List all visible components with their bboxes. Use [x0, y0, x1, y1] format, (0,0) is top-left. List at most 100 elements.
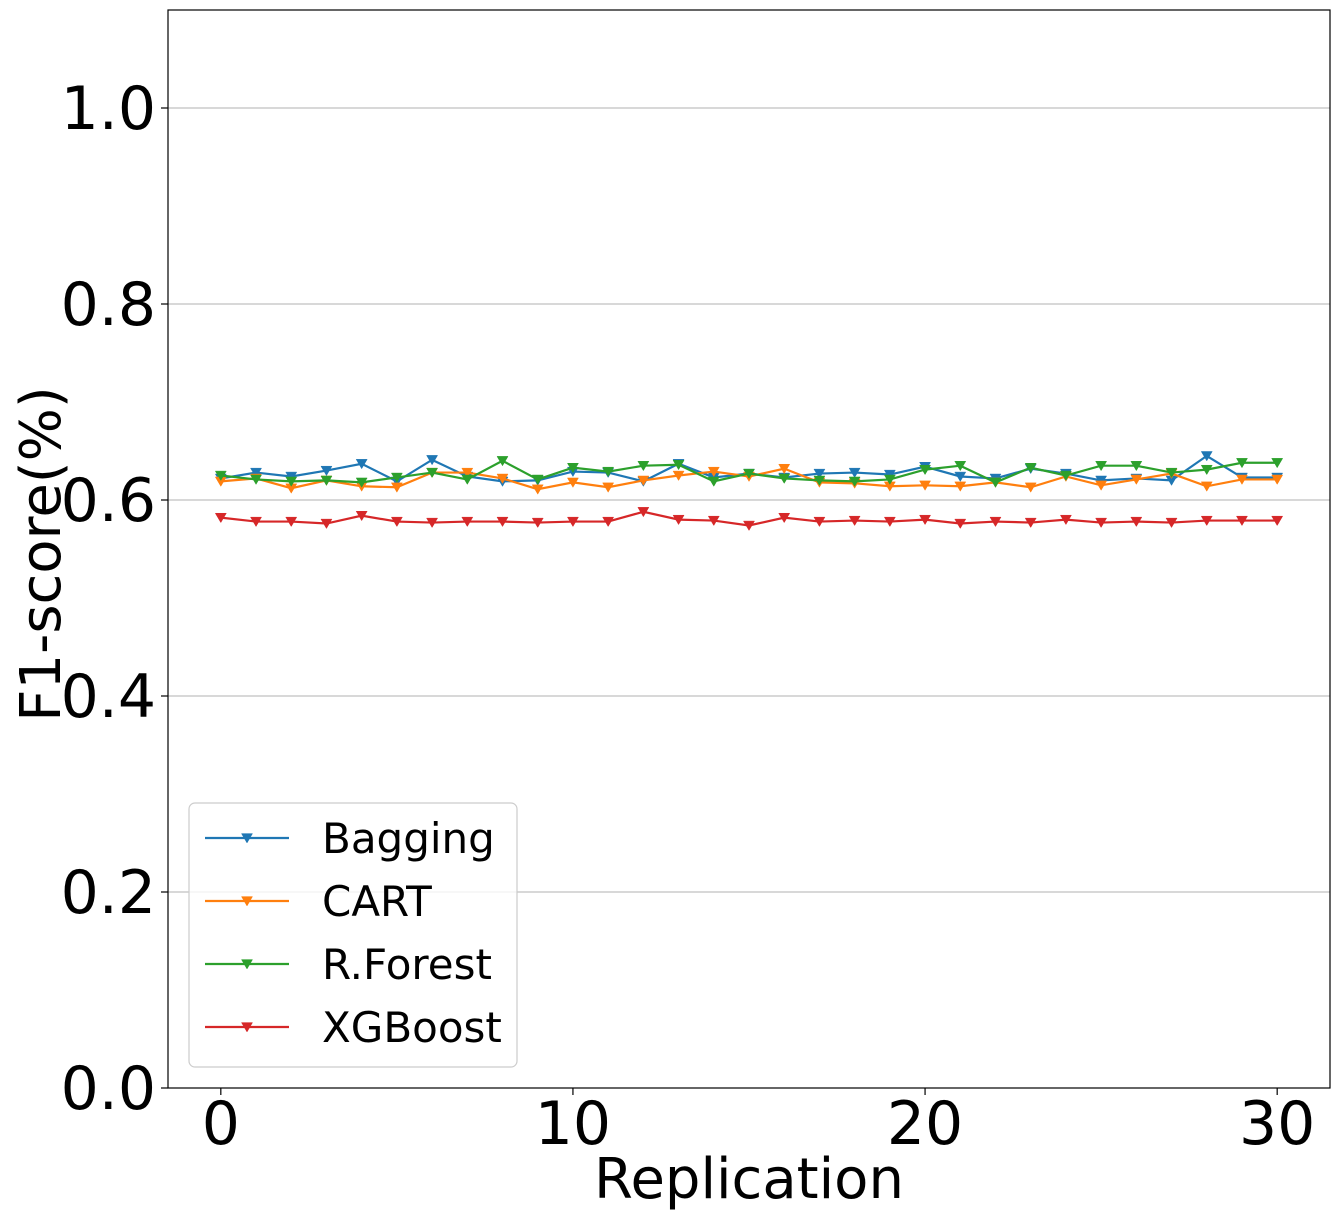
- legend-item-bagging: Bagging: [205, 814, 495, 863]
- x-tick-label: 30: [1239, 1089, 1315, 1159]
- data-point-r-forest: [672, 460, 685, 471]
- legend-label: Bagging: [322, 814, 495, 863]
- data-point-r-forest: [1165, 467, 1178, 479]
- data-point-xgboost: [250, 516, 262, 528]
- data-point-r-forest: [250, 474, 262, 485]
- data-point-cart: [567, 477, 579, 488]
- data-point-r-forest: [1130, 461, 1143, 472]
- data-point-xgboost: [1200, 515, 1213, 527]
- data-point-xgboost: [848, 515, 861, 527]
- data-point-cart: [496, 473, 509, 484]
- data-point-xgboost: [989, 516, 1002, 528]
- data-point-r-forest: [848, 476, 861, 487]
- data-point-cart: [1236, 474, 1248, 485]
- data-point-xgboost: [496, 516, 509, 528]
- y-tick-label: 1.0: [61, 74, 156, 144]
- data-point-r-forest: [1095, 461, 1108, 472]
- legend-item-r-forest: R.Forest: [205, 940, 492, 989]
- data-point-cart: [919, 480, 931, 491]
- data-point-r-forest: [496, 456, 509, 467]
- data-point-cart: [707, 466, 720, 478]
- legend-marker: [241, 1022, 253, 1033]
- data-point-r-forest: [567, 463, 579, 474]
- x-axis-label: Replication: [594, 1147, 904, 1212]
- data-point-r-forest: [1059, 470, 1072, 481]
- legend-box: [188, 802, 518, 1068]
- data-point-r-forest: [531, 474, 544, 485]
- data-point-xgboost: [531, 517, 544, 528]
- data-point-r-forest: [602, 466, 615, 478]
- data-point-cart: [672, 470, 685, 481]
- data-point-xgboost: [919, 514, 931, 526]
- data-point-cart: [1024, 482, 1037, 493]
- data-point-bagging: [954, 471, 967, 482]
- data-point-r-forest: [426, 467, 439, 479]
- data-point-r-forest: [919, 464, 931, 476]
- data-point-r-forest: [355, 477, 368, 488]
- data-point-xgboost: [1095, 517, 1108, 528]
- data-point-xgboost: [602, 516, 615, 528]
- data-point-xgboost: [567, 516, 579, 528]
- data-point-xgboost: [1130, 516, 1143, 528]
- data-point-xgboost: [1271, 515, 1284, 527]
- data-point-r-forest: [883, 474, 896, 485]
- data-point-xgboost: [214, 512, 227, 524]
- legend-marker: [241, 896, 253, 907]
- legend-item-xgboost: XGBoost: [205, 1003, 502, 1052]
- legend-marker: [241, 959, 253, 970]
- legend-label: R.Forest: [322, 940, 492, 989]
- data-point-bagging: [355, 459, 368, 470]
- legend: Bagging CART R.Forest XGBoost: [188, 802, 518, 1068]
- legend-marker: [241, 833, 253, 844]
- data-point-xgboost: [637, 507, 650, 518]
- plot-frame: [167, 9, 1331, 1089]
- data-point-cart: [1271, 474, 1284, 485]
- data-point-r-forest: [707, 476, 720, 487]
- data-point-xgboost: [883, 516, 896, 528]
- x-tick-label: 10: [535, 1089, 611, 1159]
- data-point-xgboost: [743, 520, 755, 531]
- series-r-forest: [214, 456, 1284, 488]
- data-point-xgboost: [1236, 515, 1248, 527]
- y-tick-label: 0.2: [61, 858, 156, 928]
- data-point-xgboost: [426, 517, 439, 528]
- data-point-cart: [778, 463, 791, 475]
- data-point-xgboost: [778, 512, 791, 524]
- data-point-xgboost: [285, 516, 298, 528]
- data-point-r-forest: [1024, 463, 1037, 474]
- data-point-r-forest: [813, 475, 826, 486]
- data-point-bagging: [813, 468, 826, 479]
- x-axis: 0 10 20 30: [202, 1088, 1315, 1159]
- x-tick-label: 0: [202, 1089, 240, 1159]
- data-point-xgboost: [954, 518, 967, 529]
- series-layer: [214, 451, 1284, 531]
- data-point-r-forest: [637, 461, 650, 472]
- series-xgboost: [214, 507, 1284, 531]
- data-point-xgboost: [1165, 517, 1178, 528]
- y-axis: 0.0 0.2 0.4 0.6 0.8 1.0: [61, 74, 168, 1124]
- data-point-r-forest: [214, 470, 227, 481]
- data-point-bagging: [848, 467, 861, 479]
- data-point-cart: [954, 481, 967, 492]
- y-tick-label: 0.8: [61, 270, 156, 340]
- data-point-cart: [637, 475, 650, 486]
- data-point-r-forest: [320, 475, 333, 486]
- data-point-r-forest: [989, 477, 1002, 488]
- data-point-r-forest: [1236, 458, 1248, 469]
- data-point-r-forest: [1271, 458, 1284, 469]
- data-point-xgboost: [390, 516, 403, 528]
- data-point-xgboost: [813, 516, 826, 528]
- data-point-xgboost: [320, 518, 333, 529]
- data-point-r-forest: [461, 474, 474, 485]
- data-point-cart: [1130, 474, 1143, 485]
- data-point-xgboost: [1059, 514, 1072, 526]
- data-point-cart: [461, 467, 474, 479]
- legend-label: CART: [322, 877, 432, 926]
- data-point-xgboost: [461, 516, 474, 528]
- data-point-bagging: [426, 455, 439, 466]
- data-point-xgboost: [672, 514, 685, 526]
- y-tick-label: 0.6: [61, 466, 156, 536]
- legend-label: XGBoost: [322, 1003, 502, 1052]
- data-point-bagging: [1200, 451, 1213, 462]
